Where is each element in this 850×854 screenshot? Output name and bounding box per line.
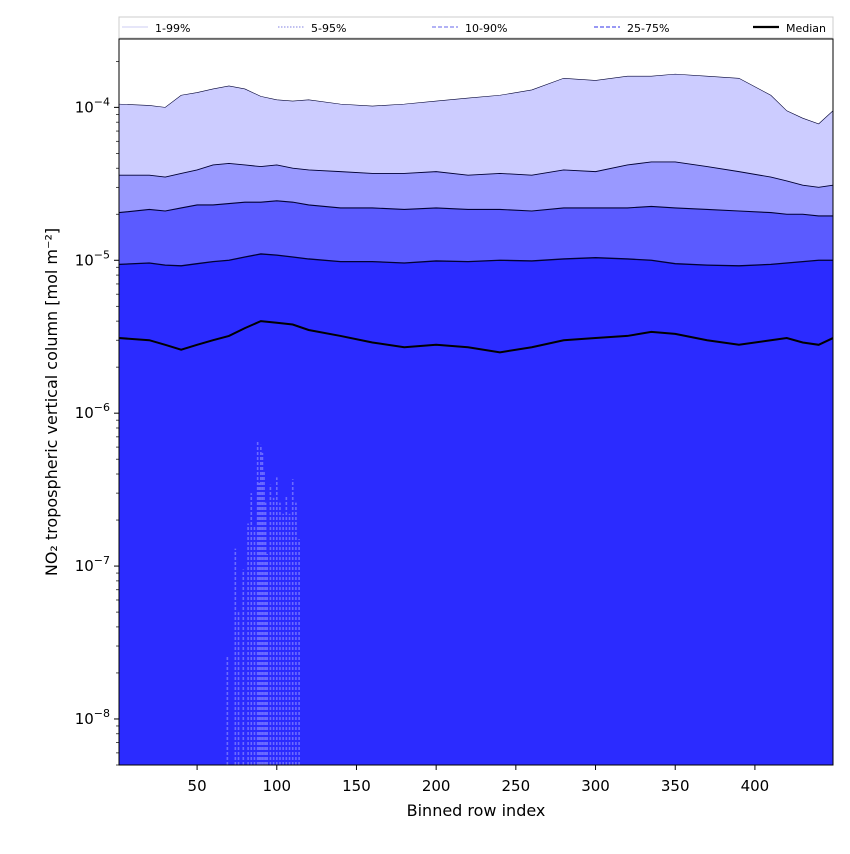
y-tick-label: 10−5: [75, 248, 110, 269]
band-edge-1-99%: [118, 73, 834, 125]
legend-label: 5-95%: [311, 22, 346, 35]
median-layer: [118, 320, 834, 354]
legend-label: Median: [786, 22, 826, 35]
median-line: [118, 320, 834, 354]
plot-frame: [118, 38, 834, 766]
band-25-75%: [119, 253, 833, 765]
low-tail-layer: [226, 441, 300, 765]
y-axis-label: NO₂ tropospheric vertical column [mol m⁻…: [42, 228, 61, 576]
x-tick-label: 100: [262, 777, 291, 795]
legend-label: 25-75%: [627, 22, 669, 35]
x-axis: 50 100 150 200 250 300 350 400: [188, 765, 770, 795]
x-tick-label: 50: [188, 777, 207, 795]
band-edge-25-75%: [118, 253, 833, 267]
y-tick-label: 10−6: [75, 401, 110, 422]
x-tick-label: 200: [422, 777, 451, 795]
y-tick-label: 10−7: [75, 554, 110, 575]
x-tick-label: 250: [502, 777, 531, 795]
band-edge-5-95%: [119, 161, 834, 188]
y-tick-label: 10−4: [75, 95, 110, 116]
x-tick-label: 300: [581, 777, 610, 795]
bands-layer: [118, 73, 834, 766]
legend-label: 1-99%: [155, 22, 190, 35]
y-axis: 10−8 10−7 10−6 10−5 10−4: [75, 60, 119, 766]
legend-box: [118, 16, 834, 39]
x-axis-label: Binned row index: [407, 801, 546, 820]
band-edge-10-90%: [118, 200, 833, 217]
legend-label: 10-90%: [465, 22, 507, 35]
x-tick-label: 400: [741, 777, 770, 795]
legend: 1-99% 5-95% 10-90% 25-75% Median: [118, 16, 834, 39]
x-tick-label: 350: [661, 777, 690, 795]
x-tick-label: 150: [342, 777, 371, 795]
y-tick-label: 10−8: [75, 707, 110, 728]
